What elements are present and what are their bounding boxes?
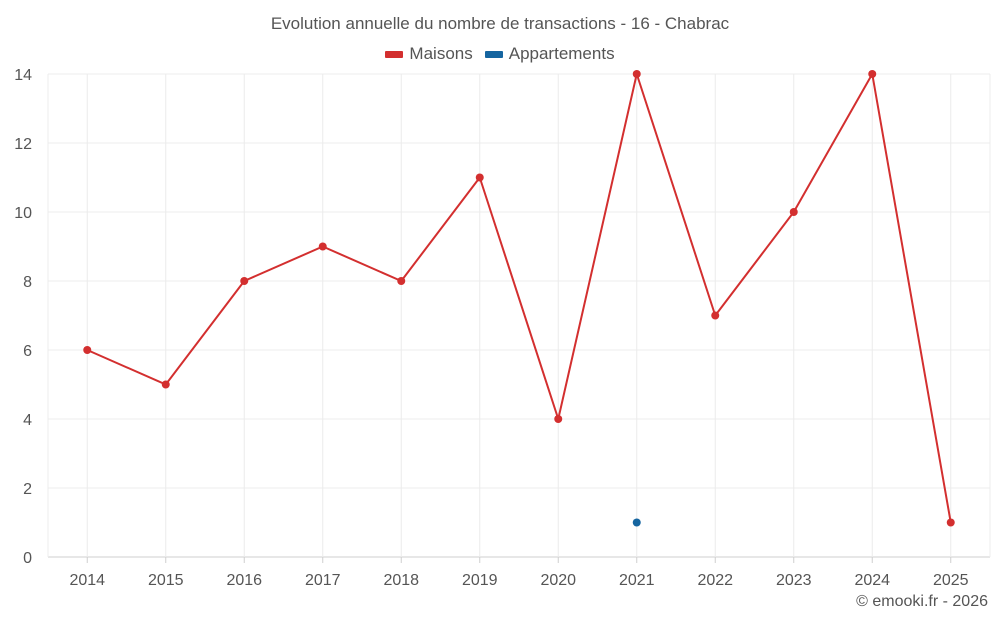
x-tick-label: 2023 bbox=[776, 572, 812, 589]
x-tick-label: 2015 bbox=[148, 572, 184, 589]
legend-label-appartements: Appartements bbox=[508, 44, 615, 63]
x-tick-label: 2021 bbox=[619, 572, 655, 589]
credit-text: © emooki.fr - 2026 bbox=[856, 593, 988, 610]
legend-item-maisons[interactable]: Maisons bbox=[385, 44, 473, 64]
legend-swatch-maisons bbox=[385, 50, 404, 58]
legend-label-maisons: Maisons bbox=[409, 44, 473, 63]
data-point-maisons[interactable] bbox=[475, 173, 484, 182]
data-point-maisons[interactable] bbox=[789, 208, 798, 216]
x-tick-label: 2022 bbox=[697, 572, 733, 589]
data-point-maisons[interactable] bbox=[946, 518, 955, 527]
chart-legend: Maisons Appartements bbox=[0, 44, 1000, 64]
y-tick-label: 6 bbox=[23, 343, 32, 360]
data-point-appartements[interactable] bbox=[632, 518, 641, 527]
data-point-maisons[interactable] bbox=[83, 346, 92, 354]
y-tick-label: 12 bbox=[14, 136, 32, 153]
x-tick-label: 2025 bbox=[933, 572, 969, 589]
y-tick-label: 4 bbox=[23, 412, 32, 429]
data-point-maisons[interactable] bbox=[711, 311, 720, 320]
data-point-maisons[interactable] bbox=[318, 242, 327, 251]
x-tick-label: 2018 bbox=[383, 572, 419, 589]
x-tick-label: 2019 bbox=[462, 572, 498, 589]
x-tick-label: 2017 bbox=[305, 572, 341, 589]
y-tick-label: 10 bbox=[14, 205, 32, 222]
y-tick-label: 0 bbox=[23, 550, 32, 567]
series-line-maisons bbox=[86, 73, 952, 523]
x-tick-label: 2024 bbox=[854, 572, 890, 589]
data-point-maisons[interactable] bbox=[868, 70, 877, 78]
data-point-maisons[interactable] bbox=[161, 380, 170, 389]
data-point-maisons[interactable] bbox=[554, 415, 563, 423]
data-series bbox=[83, 70, 955, 527]
legend-item-appartements[interactable]: Appartements bbox=[484, 44, 615, 64]
y-axis-ticks: 0 2 4 6 8 10 12 14 bbox=[14, 67, 32, 567]
chart-title: Evolution annuelle du nombre de transact… bbox=[270, 14, 730, 33]
x-tick-label: 2014 bbox=[69, 572, 105, 589]
legend-swatch-appartements bbox=[484, 50, 503, 58]
data-point-maisons[interactable] bbox=[240, 277, 249, 285]
y-tick-label: 14 bbox=[14, 67, 32, 84]
grid-lines bbox=[47, 73, 991, 563]
data-point-maisons[interactable] bbox=[397, 277, 406, 285]
x-tick-label: 2016 bbox=[226, 572, 262, 589]
x-axis-ticks: 2014 2015 2016 2017 2018 2019 2020 2021 2022 2023… bbox=[69, 572, 968, 589]
data-point-maisons[interactable] bbox=[632, 70, 641, 78]
y-tick-label: 2 bbox=[23, 481, 32, 498]
x-tick-label: 2020 bbox=[540, 572, 576, 589]
y-tick-label: 8 bbox=[23, 274, 32, 291]
